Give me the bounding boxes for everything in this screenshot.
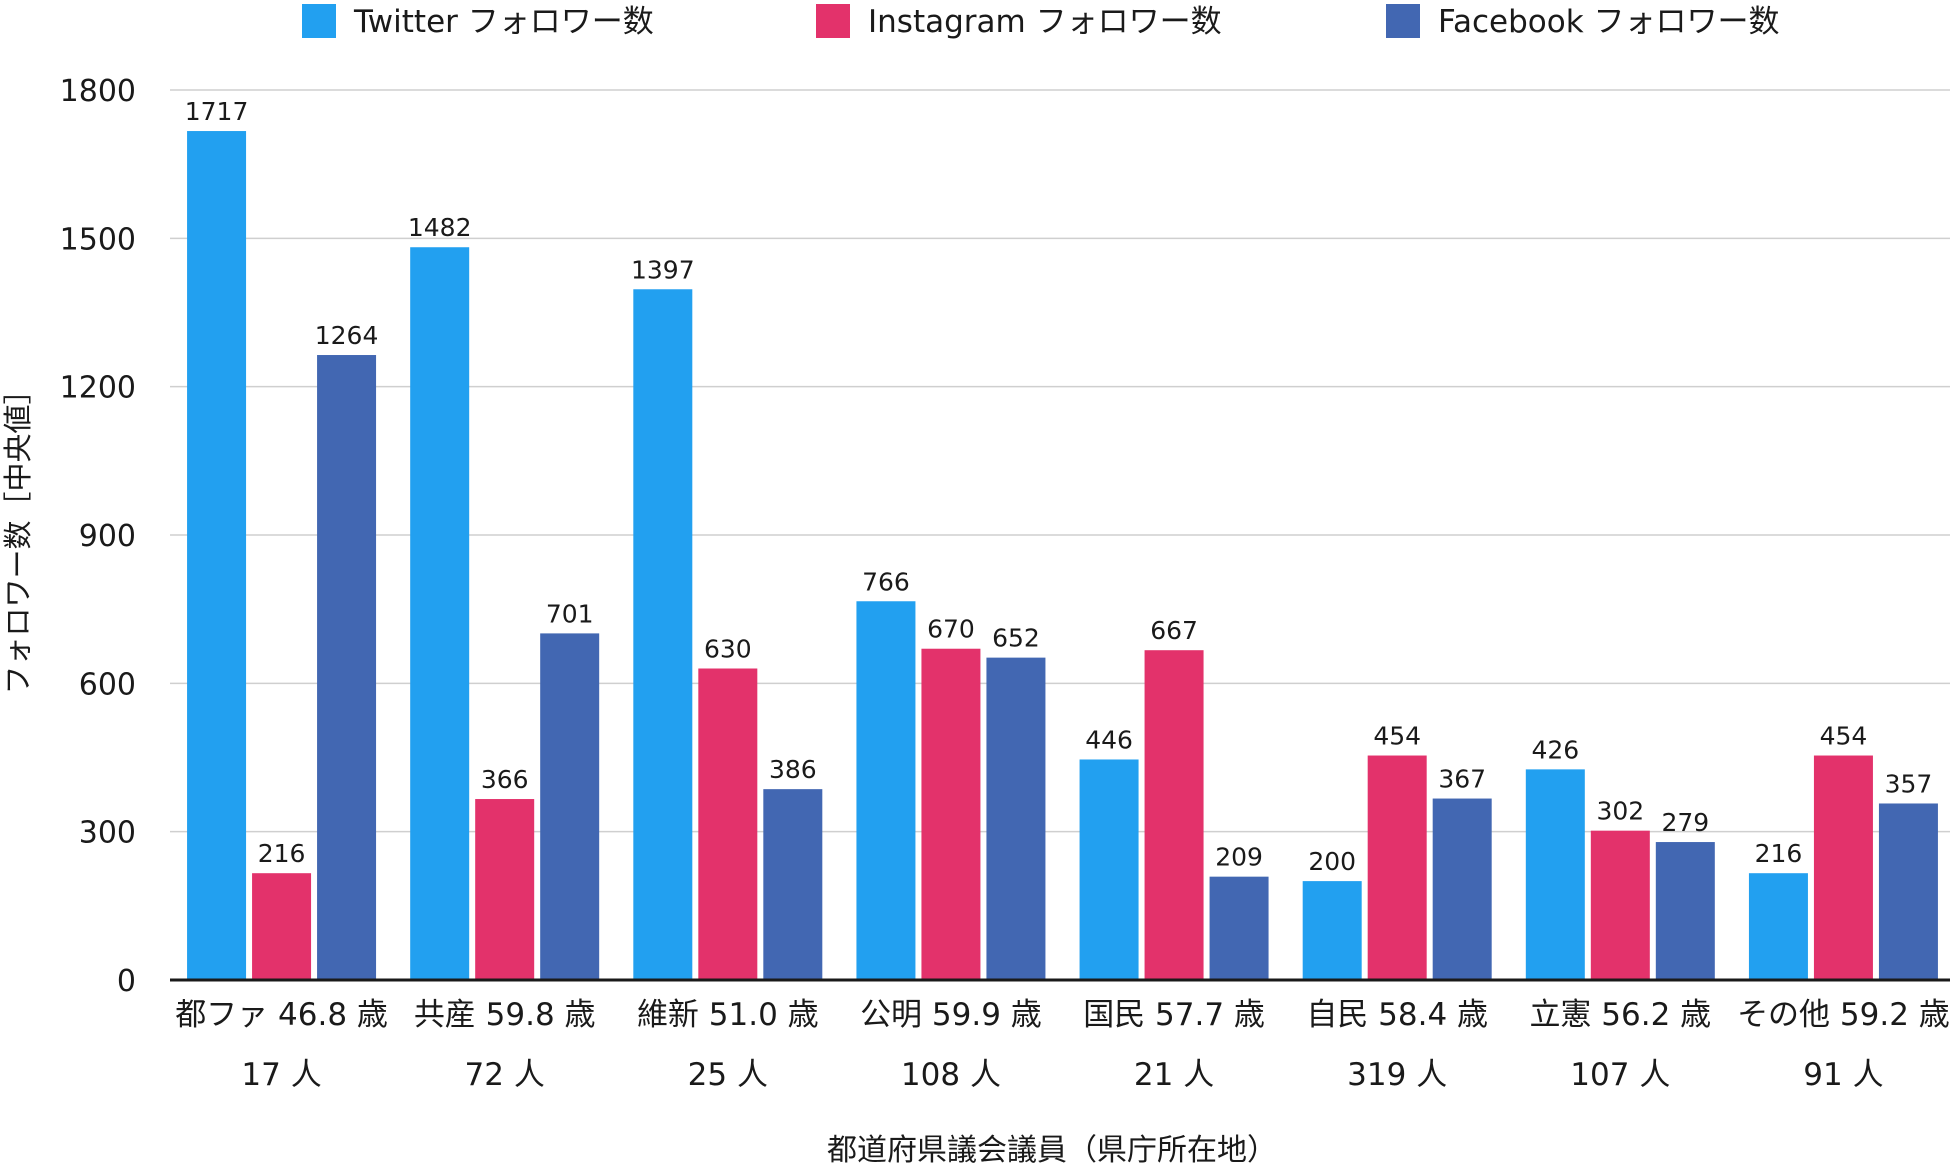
bar-twitter	[633, 289, 693, 980]
x-axis-ticks: 都ファ 46.8 歳 17 人 共産 59.8 歳 72 人 維新 51.0 歳 25 人…	[175, 997, 1950, 1093]
x-tick-label: 立憲 56.2 歳	[1529, 997, 1711, 1033]
bar-facebook	[540, 633, 600, 980]
data-label: 209	[1215, 843, 1263, 872]
y-tick-label: 1500	[60, 222, 136, 257]
y-tick-label: 1200	[60, 371, 136, 406]
y-axis-label: フォロワー数［中央値］	[1, 375, 35, 694]
bar-facebook	[1655, 842, 1715, 980]
data-label: 386	[769, 755, 817, 784]
bar-twitter	[1079, 759, 1139, 980]
data-label: 279	[1661, 808, 1709, 837]
x-tick-sublabel: 21 人	[1134, 1057, 1214, 1093]
data-labels: 1717 216 1264 1482 366 701 1397 630 386 766 670 652…	[185, 97, 1933, 876]
legend-label: Instagram フォロワー数	[868, 4, 1222, 40]
bar-twitter	[410, 247, 470, 980]
x-tick-sublabel: 319 人	[1347, 1057, 1447, 1093]
bar-facebook	[1432, 798, 1492, 980]
data-label: 454	[1373, 722, 1421, 751]
y-tick-label: 300	[79, 816, 136, 851]
data-label: 367	[1438, 765, 1486, 794]
y-tick-label: 1800	[60, 74, 136, 109]
data-label: 200	[1308, 847, 1356, 876]
x-tick-sublabel: 17 人	[241, 1057, 321, 1093]
y-tick-label: 600	[79, 667, 136, 702]
x-axis-label: 都道府県議会議員（県庁所在地）	[827, 1133, 1277, 1168]
data-label: 366	[481, 765, 529, 794]
bar-facebook	[1209, 876, 1269, 980]
bar-facebook	[317, 355, 377, 980]
x-tick-label: 共産 59.8 歳	[414, 997, 596, 1033]
data-label: 652	[992, 624, 1040, 653]
bar-facebook	[986, 657, 1046, 980]
bar-instagram	[1813, 755, 1873, 980]
data-label: 216	[1755, 839, 1803, 868]
data-label: 357	[1885, 769, 1933, 798]
data-label: 302	[1596, 797, 1644, 826]
legend-label: Twitter フォロワー数	[353, 4, 654, 40]
x-tick-label: 維新 51.0 歳	[637, 997, 819, 1033]
y-axis-ticks: 0 300 600 900 1200 1500 1800	[60, 74, 136, 999]
data-label: 1482	[408, 213, 472, 242]
bar-instagram	[698, 668, 758, 980]
x-tick-sublabel: 91 人	[1803, 1057, 1883, 1093]
x-tick-label: その他 59.2 歳	[1737, 997, 1950, 1033]
y-tick-label: 0	[117, 964, 136, 999]
data-label: 1397	[631, 255, 695, 284]
legend-label: Facebook フォロワー数	[1438, 4, 1780, 40]
bar-twitter	[856, 601, 916, 980]
data-label: 1717	[185, 97, 249, 126]
legend-swatch	[1386, 4, 1420, 38]
bar-twitter	[1748, 873, 1808, 980]
bar-instagram	[475, 799, 535, 980]
data-label: 630	[704, 635, 752, 664]
bar-twitter	[1525, 769, 1585, 980]
bar-twitter	[1302, 881, 1362, 980]
data-label: 426	[1531, 735, 1579, 764]
bar-twitter	[187, 131, 247, 981]
x-tick-sublabel: 25 人	[688, 1057, 768, 1093]
x-tick-sublabel: 108 人	[901, 1057, 1001, 1093]
legend: Twitter フォロワー数 Instagram フォロワー数 Facebook フ…	[302, 4, 1780, 40]
bar-instagram	[1367, 755, 1427, 980]
bar-instagram	[252, 873, 312, 980]
data-label: 670	[927, 615, 975, 644]
bar-instagram	[921, 648, 981, 980]
x-tick-label: 都ファ 46.8 歳	[175, 997, 388, 1033]
bar-instagram	[1590, 830, 1650, 980]
bar-instagram	[1144, 650, 1204, 980]
legend-swatch	[816, 4, 850, 38]
bar-facebook	[763, 789, 823, 980]
data-label: 446	[1085, 725, 1133, 754]
data-label: 454	[1820, 722, 1868, 751]
data-label: 701	[546, 599, 594, 628]
data-label: 766	[862, 567, 910, 596]
x-tick-label: 国民 57.7 歳	[1083, 997, 1265, 1033]
data-label: 1264	[315, 321, 379, 350]
x-tick-sublabel: 72 人	[465, 1057, 545, 1093]
data-label: 216	[258, 839, 306, 868]
data-label: 667	[1150, 616, 1198, 645]
bars	[187, 131, 1938, 981]
x-tick-label: 自民 58.4 歳	[1306, 997, 1488, 1033]
bar-facebook	[1878, 803, 1938, 980]
x-tick-sublabel: 107 人	[1570, 1057, 1670, 1093]
y-tick-label: 900	[79, 519, 136, 554]
x-tick-label: 公明 59.9 歳	[860, 997, 1042, 1033]
legend-swatch	[302, 4, 336, 38]
